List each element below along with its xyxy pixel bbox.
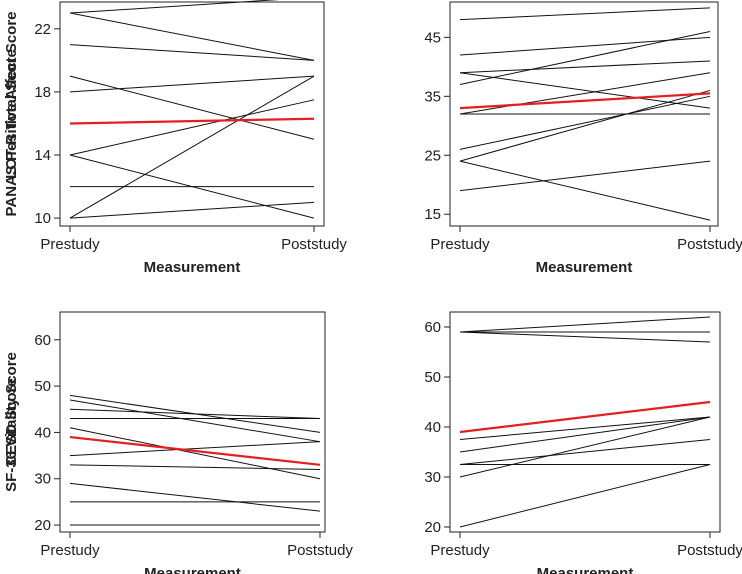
y-tick-label: 35	[424, 88, 441, 105]
participant-line	[69, 12, 315, 61]
participant-line	[69, 427, 321, 480]
participant-line	[69, 399, 321, 443]
y-tick-label: 30	[34, 471, 51, 488]
plot-frame	[449, 1, 719, 227]
plot-frame	[449, 311, 721, 533]
x-tick-label: Prestudy	[430, 542, 490, 559]
x-axis-label: Measurement	[144, 259, 241, 276]
y-tick-label: 45	[424, 29, 441, 46]
x-axis-label: Measurement	[537, 565, 634, 574]
participant-line	[459, 316, 711, 333]
mean-line	[69, 435, 321, 466]
chart-panel-1: 10 14 18 22 Prestudy Poststudy Measurement LOT-…	[3, 0, 347, 276]
mean-line	[69, 117, 315, 125]
chart-panel-4: 20 30 40 50 60 Prestudy Poststudy Measurement SF…	[3, 311, 742, 574]
participant-line	[459, 331, 711, 343]
y-axis-label: SF-36 Vitality Score	[3, 352, 20, 492]
x-tick-label: Poststudy	[677, 542, 742, 559]
x-tick-label: Prestudy	[40, 542, 100, 559]
x-axis-label: Measurement	[144, 565, 241, 574]
y-tick-label: 20	[34, 517, 51, 534]
y-tick-label: 15	[424, 206, 441, 223]
participant-line	[459, 160, 711, 192]
x-tick-label: Prestudy	[430, 236, 490, 253]
participant-line	[69, 75, 315, 140]
participant-line	[69, 441, 321, 457]
x-tick-label: Poststudy	[287, 542, 353, 559]
plot-frame	[59, 311, 326, 533]
participant-line	[459, 416, 711, 453]
participant-line	[459, 72, 711, 109]
y-tick-label: 40	[424, 419, 441, 436]
participant-line	[69, 44, 315, 61]
participant-line	[459, 95, 711, 150]
participant-line	[459, 60, 711, 74]
y-tick-label: 30	[424, 469, 441, 486]
participant-line	[69, 75, 315, 93]
participant-line	[459, 7, 711, 21]
participant-line	[459, 36, 711, 56]
participant-line	[459, 30, 711, 86]
x-axis-label: Measurement	[536, 259, 633, 276]
y-tick-label: 22	[34, 21, 51, 38]
participant-line	[459, 439, 711, 465]
y-tick-label: 60	[424, 319, 441, 336]
participant-line	[69, 408, 321, 420]
participant-line	[459, 416, 711, 478]
y-axis-label: CESD Score	[3, 378, 20, 466]
y-tick-label: 60	[34, 332, 51, 349]
y-tick-label: 25	[424, 147, 441, 164]
y-tick-label: 50	[424, 369, 441, 386]
y-tick-label: 14	[34, 147, 51, 164]
mean-line	[459, 400, 711, 434]
y-tick-label: 40	[34, 424, 51, 441]
x-tick-label: Prestudy	[40, 236, 100, 253]
participant-line	[459, 464, 711, 528]
participant-line	[69, 0, 280, 14]
y-tick-label: 50	[34, 378, 51, 395]
participant-line	[69, 464, 321, 470]
participant-line	[69, 201, 315, 219]
participant-line	[69, 482, 321, 512]
y-tick-label: 20	[424, 519, 441, 536]
x-tick-label: Poststudy	[281, 236, 347, 253]
mean-line	[459, 92, 711, 110]
participant-line	[69, 75, 315, 219]
participant-line	[459, 160, 711, 221]
plot-frame	[59, 1, 325, 227]
chart-panel-2: 15 25 35 45 Prestudy Poststudy Measurement PANA…	[3, 1, 742, 276]
x-tick-label: Poststudy	[677, 236, 742, 253]
participant-line	[459, 89, 711, 162]
y-tick-label: 18	[34, 84, 51, 101]
participant-line	[69, 99, 315, 156]
y-axis-label: LOT-R Total Score	[3, 49, 20, 179]
chart-panel-3: 20 30 40 50 60 Prestudy Poststudy Measurement CE…	[3, 311, 353, 574]
y-tick-label: 10	[34, 210, 51, 227]
y-axis-label: PANAS Positive Affect Score	[3, 11, 20, 216]
participant-line	[459, 72, 711, 115]
participant-line	[459, 416, 711, 440]
